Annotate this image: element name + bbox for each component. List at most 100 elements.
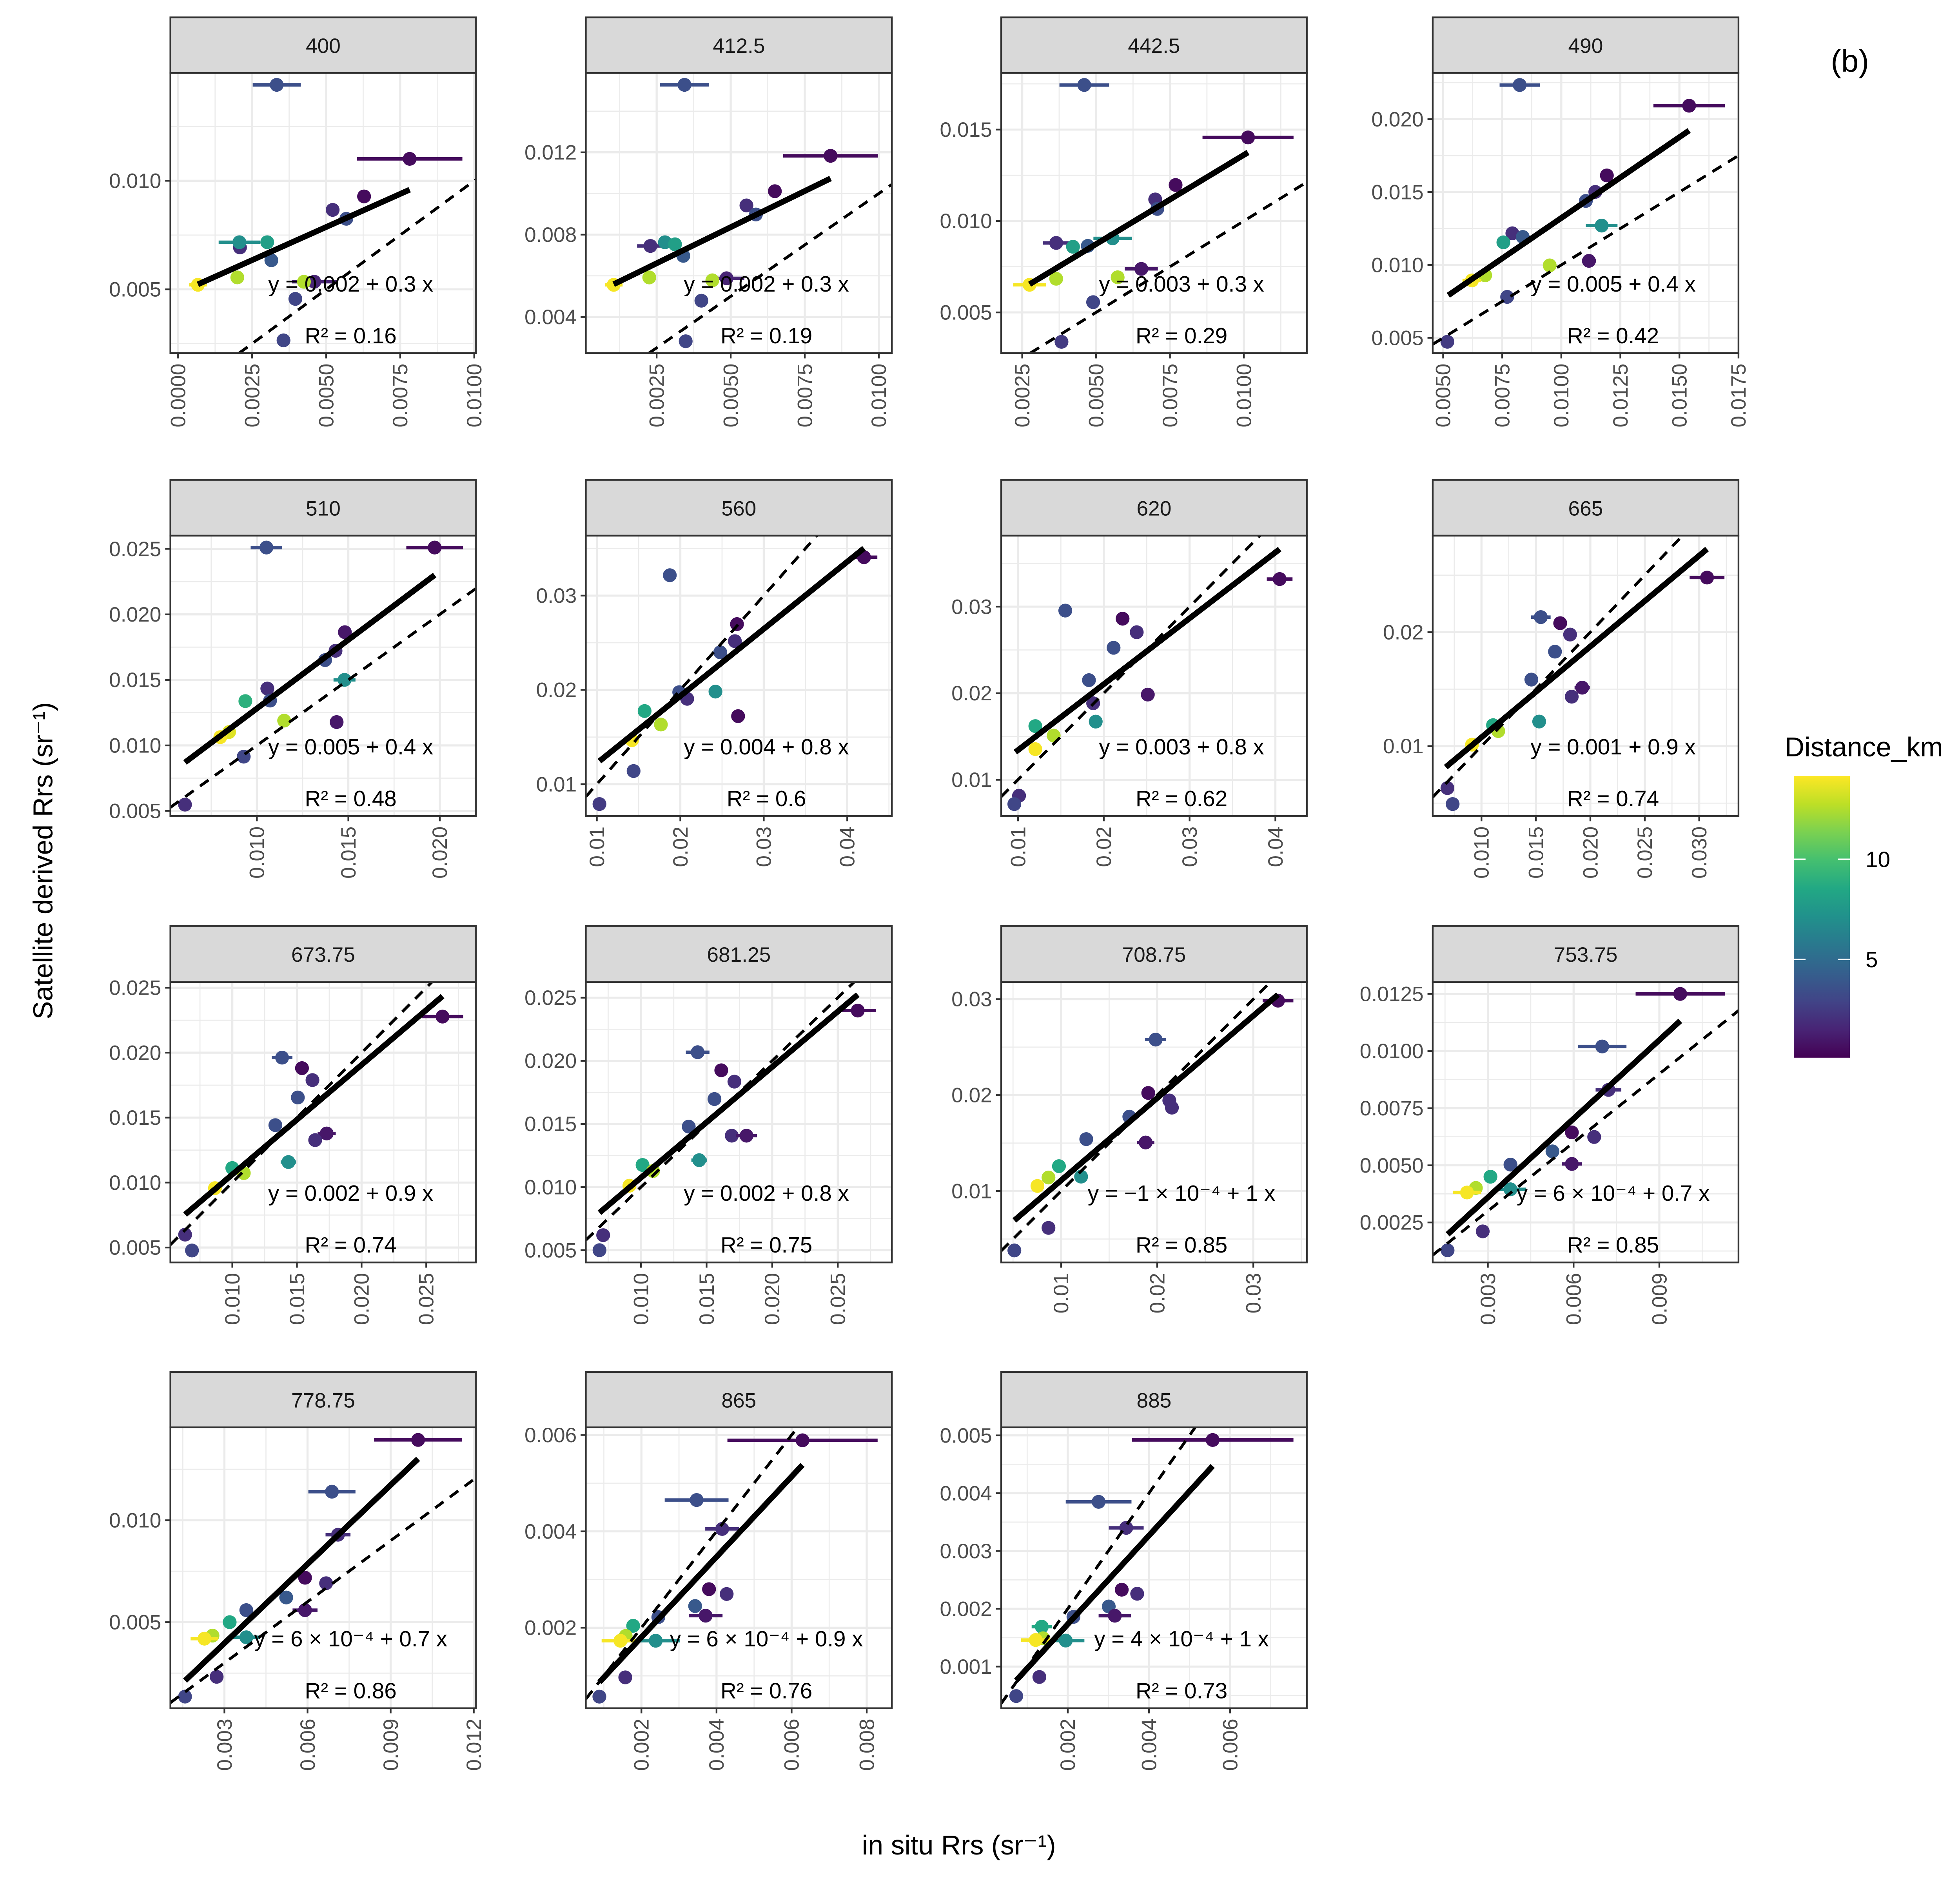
data-point — [691, 1045, 705, 1059]
data-point — [1575, 681, 1589, 695]
x-tick-label: 0.0050 — [315, 364, 338, 428]
data-point — [635, 1158, 650, 1172]
grid-lines — [1001, 982, 1307, 1263]
facet-panel-400: y = 0.002 + 0.3 xR² = 0.164000.0050.0100… — [109, 16, 486, 428]
data-point — [1079, 1132, 1093, 1146]
facet-panel-490: y = 0.005 + 0.4 xR² = 0.424900.0050.0100… — [1371, 16, 1750, 428]
x-tick-label: 0.03 — [1178, 827, 1201, 867]
facet-strip-label: 778.75 — [291, 1389, 355, 1412]
data-point — [1009, 1689, 1024, 1703]
data-point — [592, 1243, 606, 1257]
data-point — [403, 152, 417, 166]
data-point — [1007, 797, 1022, 811]
data-point — [626, 1619, 640, 1633]
data-point — [232, 235, 247, 249]
facet-strip-label: 681.25 — [707, 943, 771, 966]
x-tick-label: 0.020 — [350, 1273, 374, 1325]
colorbar-title: Distance_km — [1785, 732, 1943, 762]
x-tick-label: 0.010 — [246, 827, 269, 879]
x-tick-label: 0.03 — [1242, 1273, 1265, 1314]
data-point — [1134, 262, 1149, 276]
data-point — [178, 1689, 192, 1704]
x-tick-label: 0.015 — [695, 1273, 719, 1325]
facet-strip-label: 708.75 — [1122, 943, 1186, 966]
regression-line — [1444, 547, 1709, 770]
x-tick-label: 0.002 — [1056, 1718, 1080, 1771]
regression-line — [1028, 150, 1250, 287]
x-tick-label: 0.0050 — [1432, 364, 1455, 428]
regression-line — [196, 187, 411, 287]
x-tick-label: 0.025 — [415, 1273, 438, 1325]
facet-strip — [585, 1371, 893, 1428]
data-point — [708, 685, 722, 699]
x-tick-label: 0.020 — [428, 827, 452, 879]
x-tick-label: 0.0100 — [1232, 364, 1256, 428]
facet-strip — [585, 925, 893, 983]
data-layer — [170, 540, 476, 812]
data-point — [1042, 1170, 1056, 1185]
x-tick-label: 0.0075 — [389, 364, 412, 428]
data-point — [719, 271, 734, 285]
facet-strip-label: 442.5 — [1128, 34, 1180, 58]
data-point — [1028, 719, 1042, 733]
data-point — [692, 1153, 706, 1167]
data-point — [643, 239, 657, 253]
data-point — [642, 270, 656, 285]
data-point — [411, 1433, 425, 1447]
data-point — [1524, 673, 1539, 687]
data-layer — [604, 78, 892, 353]
facet-strip-label: 885 — [1137, 1389, 1172, 1412]
y-tick-label: 0.03 — [951, 988, 992, 1011]
y-tick-label: 0.0075 — [1360, 1097, 1424, 1120]
y-tick-label: 0.004 — [940, 1482, 992, 1505]
data-layer — [1432, 535, 1725, 811]
x-tick-label: 0.04 — [1264, 827, 1287, 867]
data-point — [649, 1633, 663, 1648]
data-point — [1441, 1243, 1455, 1258]
y-tick-label: 0.005 — [1371, 326, 1423, 350]
facet-strip — [1432, 925, 1740, 983]
data-point — [1077, 78, 1091, 92]
x-tick-label: 0.02 — [1146, 1273, 1169, 1314]
data-point — [1543, 258, 1557, 272]
regression-equation: y = 0.003 + 0.3 x — [1099, 272, 1264, 296]
y-tick-label: 0.025 — [109, 538, 161, 561]
data-point — [1111, 270, 1125, 285]
facet-strip — [169, 1371, 477, 1428]
data-point — [281, 1155, 296, 1169]
x-tick-label: 0.0075 — [793, 364, 817, 428]
data-point — [298, 1571, 312, 1585]
plot-background — [1001, 535, 1307, 816]
data-point — [1149, 1033, 1163, 1047]
plot-background — [1432, 982, 1739, 1263]
data-point — [357, 189, 371, 203]
x-tick-label: 0.0075 — [1491, 364, 1514, 428]
grid-lines — [1001, 73, 1307, 353]
data-point — [1141, 687, 1155, 702]
data-point — [1049, 272, 1063, 286]
y-tick-label: 0.015 — [109, 1106, 161, 1129]
data-layer — [586, 1427, 878, 1704]
plot-background — [586, 73, 892, 353]
data-point — [1042, 1221, 1056, 1235]
x-tick-label: 0.006 — [296, 1718, 319, 1771]
x-tick-label: 0.0025 — [645, 364, 668, 428]
y-tick-label: 0.005 — [940, 1424, 992, 1447]
data-point — [239, 1603, 253, 1617]
y-tick-label: 0.004 — [524, 306, 577, 329]
y-tick-label: 0.010 — [109, 1171, 161, 1195]
data-point — [1505, 226, 1519, 240]
data-point — [592, 1689, 606, 1704]
x-tick-label: 0.0100 — [867, 364, 891, 428]
y-tick-label: 0.03 — [536, 584, 577, 607]
x-tick-label: 0.010 — [630, 1273, 653, 1325]
data-point — [699, 1609, 713, 1623]
data-point — [1114, 1583, 1129, 1597]
data-point — [1483, 1169, 1497, 1184]
x-tick-label: 0.01 — [1050, 1273, 1073, 1314]
data-point — [185, 1244, 199, 1258]
y-tick-label: 0.010 — [109, 1509, 161, 1532]
r-squared-label: R² = 0.73 — [1136, 1679, 1227, 1703]
y-tick-label: 0.005 — [524, 1239, 577, 1262]
facet-strip-label: 400 — [306, 34, 341, 58]
